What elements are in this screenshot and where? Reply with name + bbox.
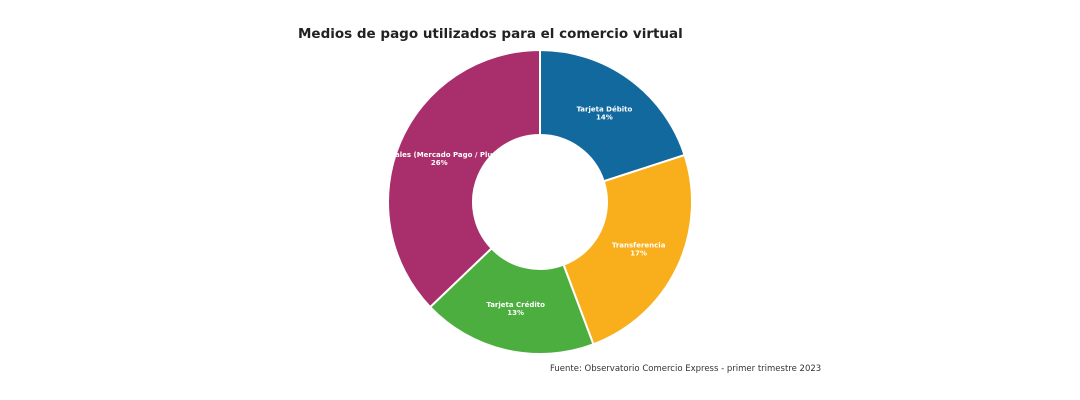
- slice-label-tarjeta-debito: Tarjeta Débito: [576, 105, 632, 113]
- slice-value-transferencia: 17%: [630, 250, 647, 258]
- slice-value-tarjeta-credito: 13%: [507, 309, 524, 317]
- chart-title: Medios de pago utilizados para el comerc…: [298, 26, 683, 42]
- slice-billeteras-virtuales-mercado-pago-plus-pagos-etc[interactable]: [387, 48, 541, 309]
- chart-source: Fuente: Observatorio Comercio Express - …: [550, 364, 822, 374]
- slice-value-tarjeta-debito: 14%: [596, 113, 613, 121]
- slice-transferencia[interactable]: [562, 153, 693, 346]
- slice-label-billeteras-virtuales-mercado-pago-plus-pagos-etc: Billeteras Virtuales (Mercado Pago / Plu…: [335, 151, 543, 159]
- donut-slices: [387, 48, 693, 355]
- slice-label-tarjeta-credito: Tarjeta Crédito: [486, 301, 545, 309]
- slice-tarjeta-credito[interactable]: [428, 246, 595, 355]
- slice-value-billeteras-virtuales-mercado-pago-plus-pagos-etc: 26%: [431, 159, 448, 167]
- slice-tarjeta-debito[interactable]: [539, 48, 686, 183]
- slice-label-transferencia: Transferencia: [612, 242, 666, 250]
